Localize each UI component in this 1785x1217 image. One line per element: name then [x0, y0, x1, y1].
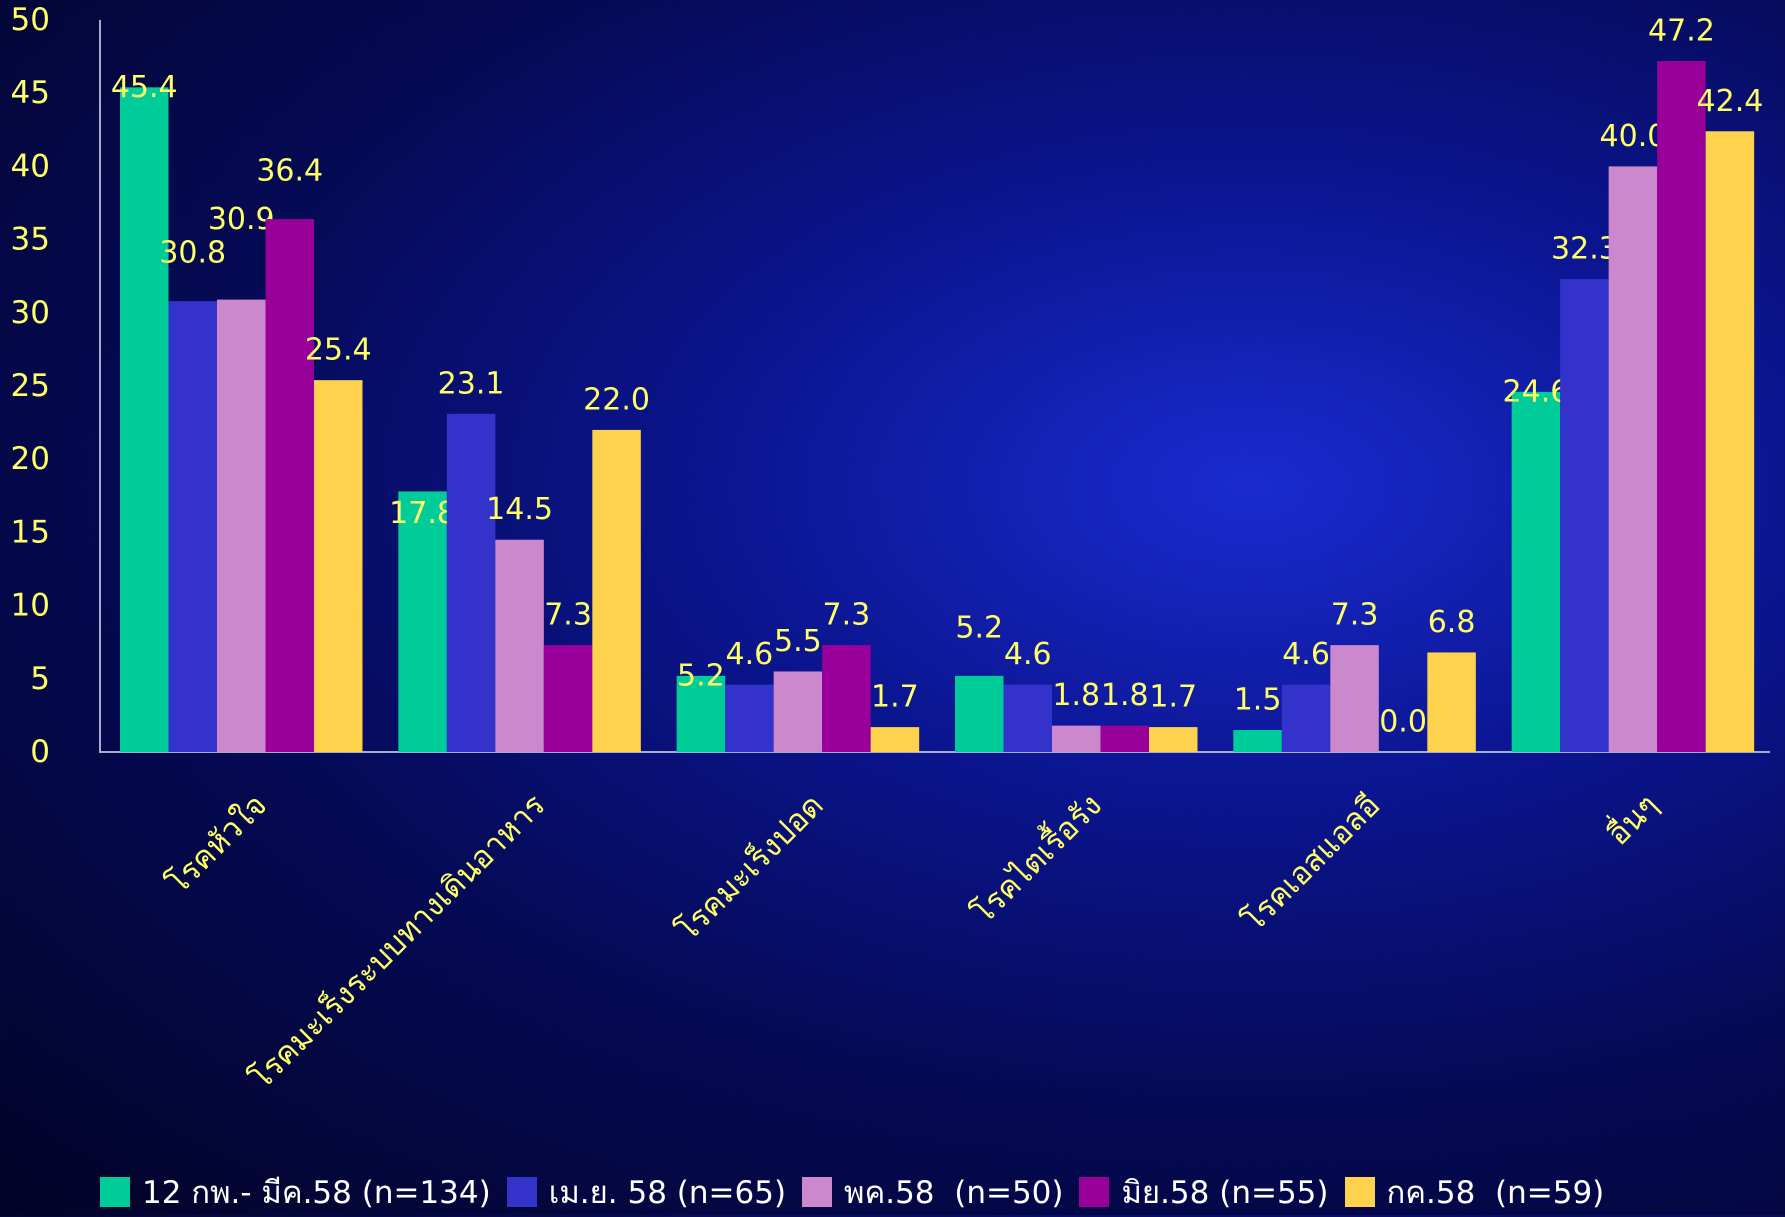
y-tick-label: 50 [11, 2, 50, 38]
data-label: 4.6 [1282, 637, 1330, 672]
data-label: 17.8 [389, 496, 456, 531]
legend-swatch [1079, 1177, 1110, 1207]
data-label: 1.7 [871, 680, 919, 715]
bar [676, 675, 726, 752]
y-tick-label: 0 [30, 734, 50, 770]
bar [1149, 727, 1198, 752]
y-tick-label: 20 [11, 441, 50, 477]
bar [955, 675, 1004, 752]
chart-legend: 12 กพ.- มีค.58 (n=134) เม.ย. 58 (n=65) พค.… [100, 1170, 1604, 1214]
bar [725, 684, 774, 752]
bar [1608, 166, 1658, 752]
bar [1330, 645, 1379, 752]
data-label: 30.8 [159, 236, 226, 271]
data-label: 22.0 [583, 382, 650, 417]
data-label: 24.6 [1503, 374, 1570, 409]
bar-chart: 0 5 10 15 20 25 30 35 40 45 50 45.4 30.830.9 36.4 25.4… [11, 2, 1770, 1097]
data-label: 5.2 [677, 658, 725, 693]
legend-item: เม.ย. 58 (n=65) [506, 1167, 787, 1217]
data-label: 4.6 [726, 637, 774, 672]
data-label: 5.2 [955, 610, 1003, 645]
data-label: 7.3 [1331, 598, 1379, 633]
data-label: 4.6 [1004, 637, 1052, 672]
y-tick-label: 35 [11, 222, 50, 258]
legend-item: กค.58 (n=59) [1344, 1167, 1605, 1217]
legend-swatch [506, 1177, 537, 1207]
legend-label: พค.58 (n=50) [844, 1175, 1064, 1211]
category-label: โรคไตเรื้อรัง [962, 784, 1109, 931]
data-label: 5.5 [774, 624, 822, 659]
bar [1281, 684, 1331, 752]
y-tick-label: 5 [30, 661, 50, 697]
bar [265, 219, 314, 752]
data-label: 7.3 [823, 598, 871, 633]
bar [1233, 730, 1282, 752]
data-label: 30.9 [208, 202, 275, 237]
legend-swatch [802, 1177, 833, 1207]
bar [314, 380, 363, 752]
data-label: 36.4 [256, 154, 323, 189]
y-tick-label: 30 [11, 295, 50, 331]
legend-label: เม.ย. 58 (n=65) [548, 1175, 787, 1211]
bar [120, 87, 169, 753]
bar [1560, 279, 1609, 752]
data-label: 32.3 [1551, 232, 1618, 267]
bar [870, 727, 920, 752]
y-tick-label: 45 [11, 75, 50, 111]
y-tick-label: 25 [11, 368, 50, 404]
y-tick-label: 40 [11, 148, 50, 184]
bar [1705, 131, 1755, 752]
category-label: โรคมะเร็งระบบทางเดินอาหาร [242, 787, 552, 1097]
category-label: อื่นๆ [1597, 784, 1665, 852]
data-label: 23.1 [438, 366, 505, 401]
category-label: โรคหัวใจ [160, 787, 274, 901]
bar [1657, 60, 1706, 752]
data-label: 40.0 [1600, 119, 1667, 154]
legend-swatch [100, 1177, 130, 1207]
bar [446, 413, 496, 752]
data-label: 42.4 [1697, 84, 1764, 119]
y-tick-label: 10 [11, 588, 50, 624]
bar [1052, 725, 1101, 752]
legend-item: มิย.58 (n=55) [1079, 1167, 1329, 1217]
bar [217, 299, 266, 752]
legend-label: 12 กพ.- มีค.58 (n=134) [142, 1175, 491, 1211]
data-label: 47.2 [1648, 13, 1715, 48]
legend-label: กค.58 (n=59) [1386, 1175, 1605, 1211]
legend-item: พค.58 (n=50) [802, 1167, 1063, 1217]
data-label: 1.5 [1234, 683, 1282, 718]
bar [398, 491, 447, 752]
bar [1003, 684, 1052, 752]
y-tick-label: 15 [11, 514, 50, 550]
category-label: โรคมะเร็งปอด [669, 787, 831, 949]
bar [543, 645, 593, 752]
bar [1511, 391, 1561, 752]
category-label: โรคเอสแอลอี [1236, 787, 1388, 939]
legend-swatch [1344, 1177, 1375, 1207]
data-label: 1.8 [1052, 678, 1100, 713]
bar [495, 539, 544, 752]
bar [822, 645, 871, 752]
bar [1100, 725, 1149, 752]
bar [168, 301, 217, 752]
legend-item: 12 กพ.- มีค.58 (n=134) [100, 1167, 491, 1217]
data-label: 1.8 [1101, 678, 1149, 713]
data-label: 25.4 [305, 333, 372, 368]
bar [592, 429, 641, 752]
data-label: 1.7 [1149, 680, 1197, 715]
legend-label: มิย.58 (n=55) [1121, 1175, 1329, 1211]
data-label: 6.8 [1428, 605, 1476, 640]
data-label: 14.5 [486, 492, 553, 527]
data-label: 45.4 [111, 70, 178, 105]
data-label: 0.0 [1379, 705, 1427, 740]
bar [1427, 652, 1476, 752]
bar [773, 671, 823, 752]
data-label: 7.3 [544, 598, 592, 633]
